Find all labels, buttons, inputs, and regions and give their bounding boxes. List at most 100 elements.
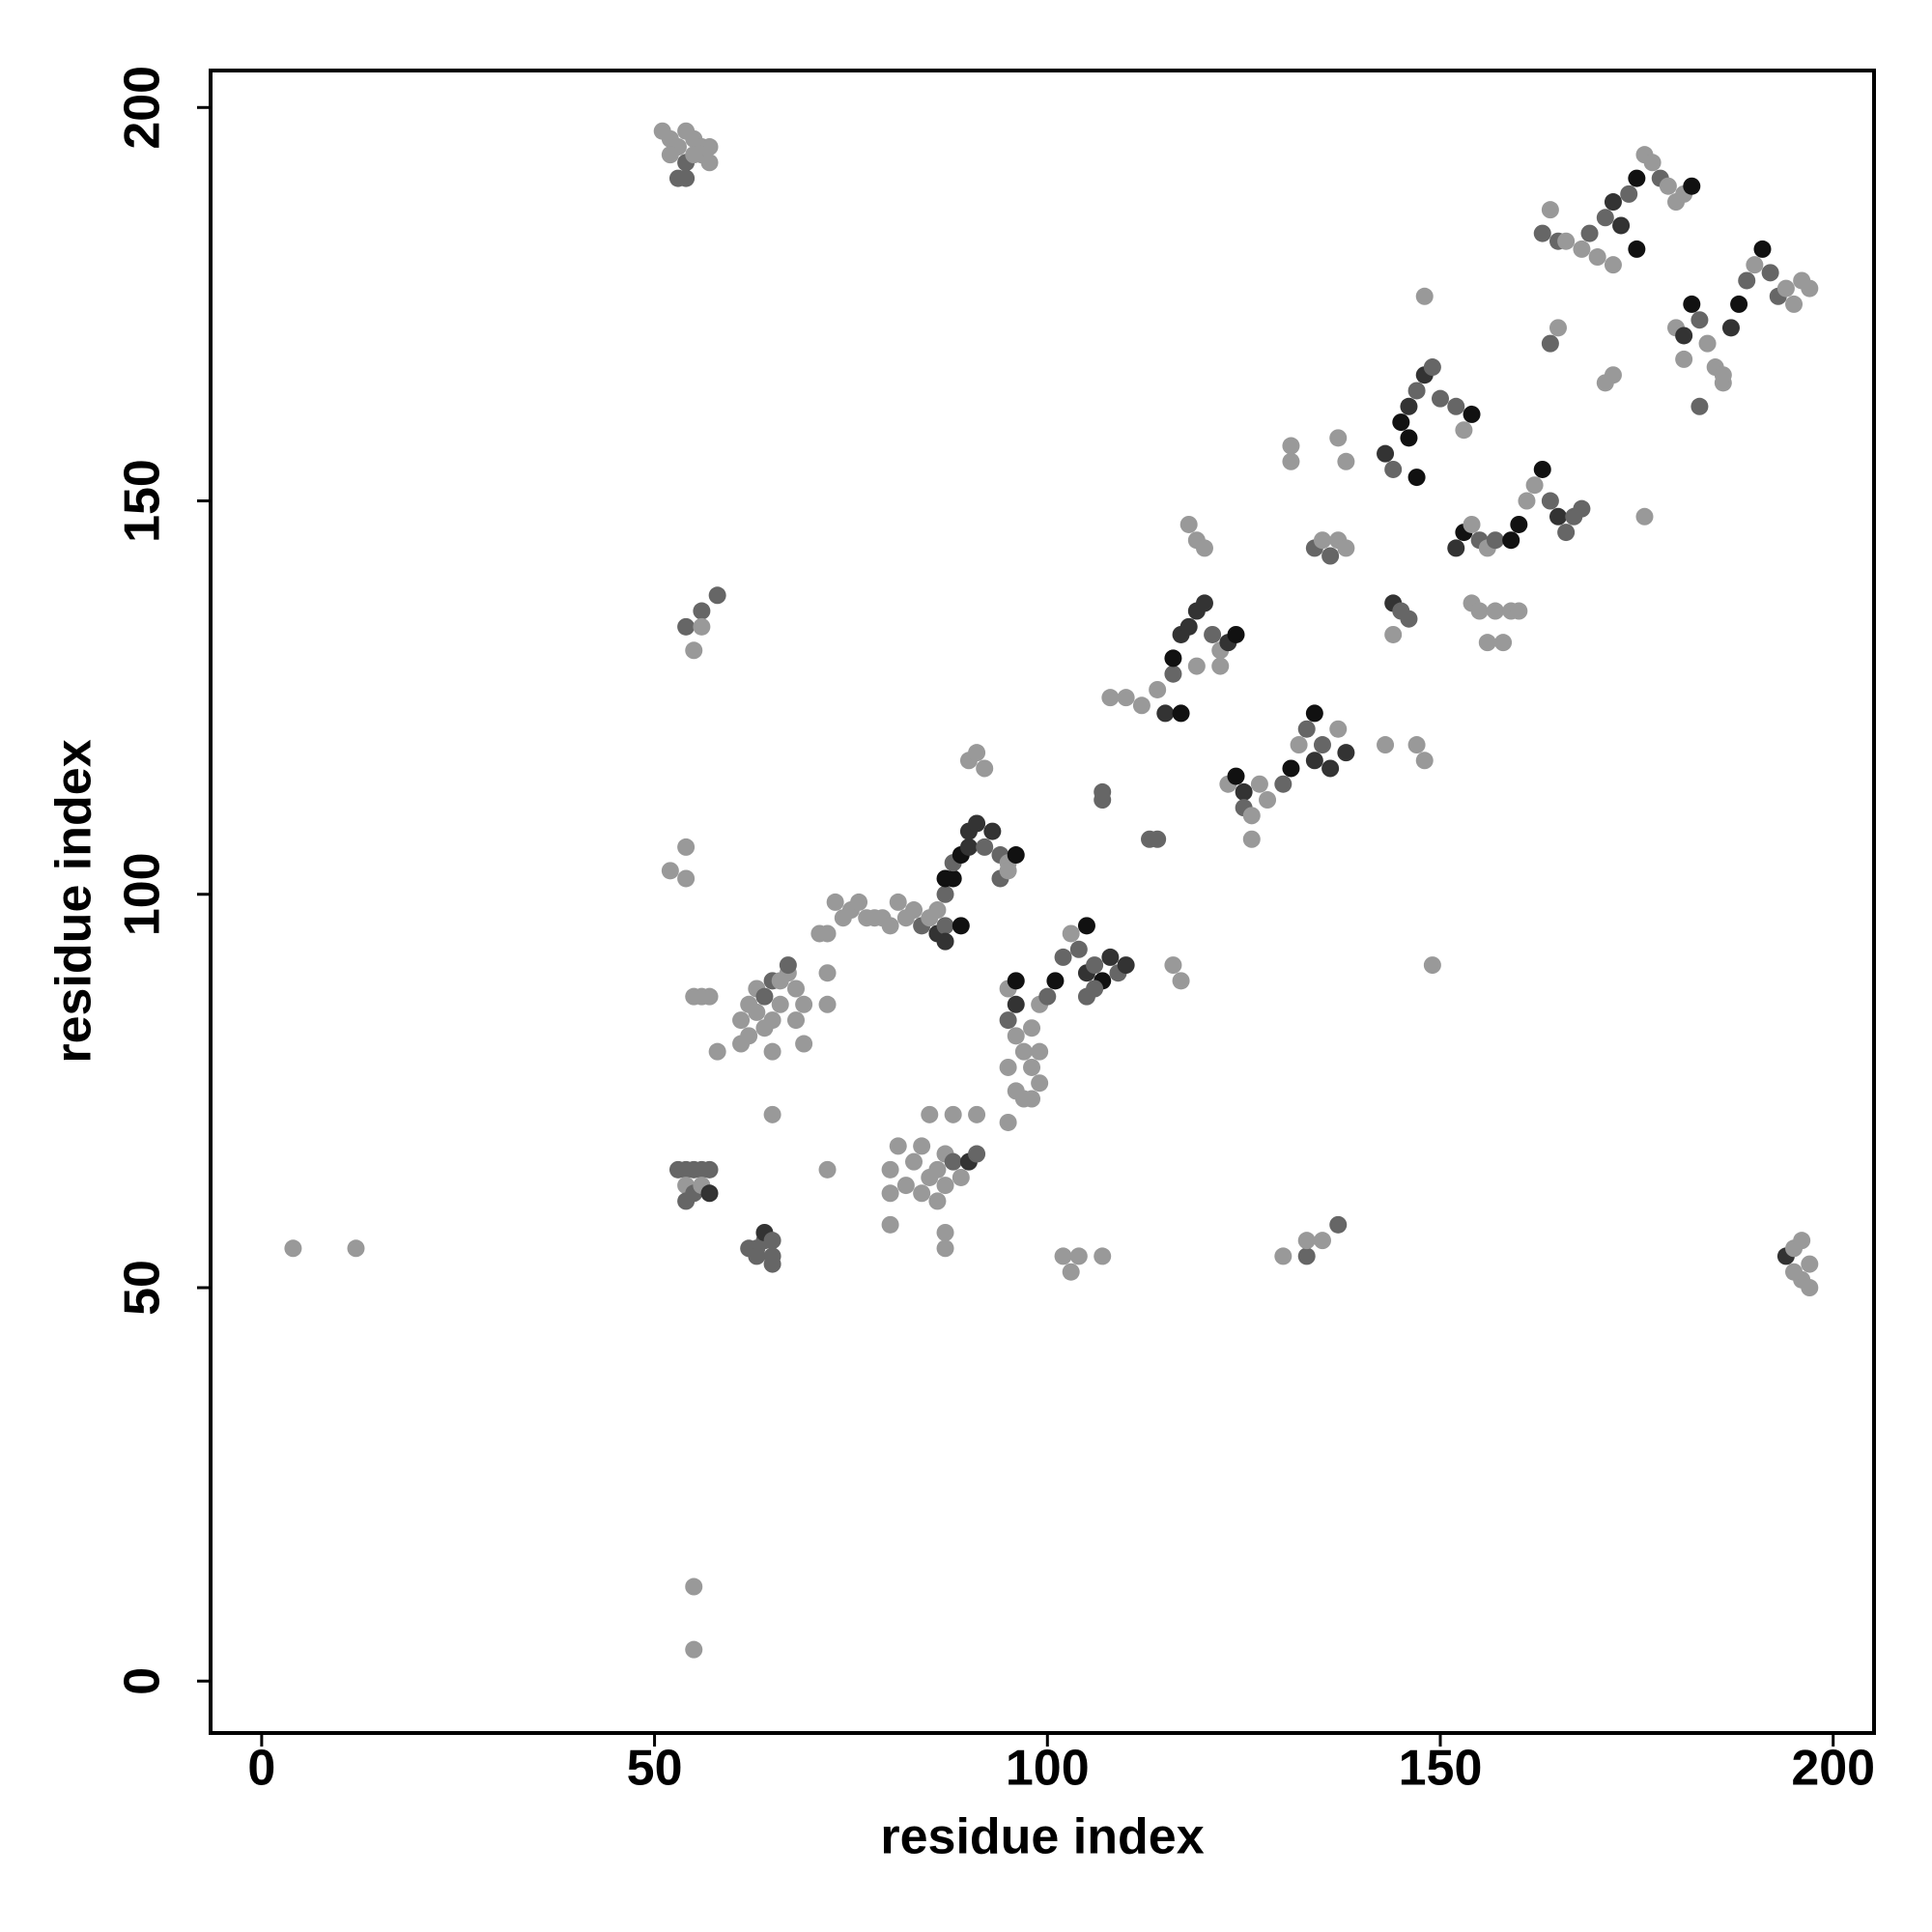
- point: [968, 1145, 986, 1163]
- point: [1179, 617, 1198, 636]
- point: [685, 146, 703, 164]
- point: [677, 838, 696, 856]
- point: [1242, 807, 1261, 825]
- point: [748, 1247, 766, 1265]
- point: [1204, 625, 1222, 643]
- y-axis-title: residue index: [46, 739, 102, 1063]
- point: [928, 901, 947, 920]
- point: [1023, 1019, 1041, 1037]
- point: [693, 602, 711, 620]
- point: [1785, 295, 1804, 313]
- point: [999, 1011, 1017, 1030]
- point: [1431, 389, 1449, 408]
- point: [661, 862, 679, 880]
- point: [1549, 507, 1568, 526]
- point: [881, 1160, 899, 1179]
- point: [944, 1152, 962, 1171]
- x-tick-label: 200: [1791, 1741, 1875, 1797]
- x-tick-label: 50: [627, 1741, 683, 1797]
- point: [1486, 602, 1504, 620]
- point: [685, 641, 703, 660]
- point: [1384, 460, 1403, 478]
- point: [1062, 1263, 1080, 1281]
- point: [1321, 759, 1340, 778]
- point: [1179, 515, 1198, 533]
- point: [850, 893, 868, 911]
- point: [693, 617, 711, 636]
- point: [1384, 625, 1403, 643]
- point: [1620, 185, 1638, 203]
- point: [1643, 154, 1662, 172]
- point: [1400, 429, 1418, 447]
- point: [1785, 1263, 1804, 1281]
- point: [818, 924, 837, 943]
- point: [921, 1105, 939, 1123]
- point: [685, 1577, 703, 1596]
- point: [1628, 240, 1646, 258]
- point: [1132, 696, 1151, 715]
- point: [1596, 209, 1614, 227]
- point: [1407, 736, 1426, 754]
- point: [1793, 1232, 1811, 1250]
- point: [677, 617, 696, 636]
- point: [1415, 752, 1434, 770]
- point: [661, 146, 679, 164]
- point: [1313, 1232, 1331, 1250]
- point: [1738, 271, 1756, 290]
- point: [999, 1058, 1017, 1076]
- point: [1321, 547, 1340, 565]
- point: [1588, 248, 1606, 267]
- point: [1573, 499, 1591, 518]
- point: [1698, 334, 1717, 353]
- point: [1541, 492, 1559, 510]
- point: [1604, 366, 1622, 384]
- point: [1455, 421, 1473, 440]
- point: [1573, 240, 1591, 258]
- point: [1274, 775, 1293, 793]
- point: [786, 1011, 805, 1030]
- point: [1337, 744, 1355, 762]
- point: [881, 1184, 899, 1203]
- point: [1604, 193, 1622, 212]
- point: [1761, 264, 1779, 282]
- point: [1557, 232, 1576, 250]
- point: [889, 1137, 907, 1155]
- point: [936, 917, 954, 935]
- point: [905, 901, 923, 920]
- point: [936, 1239, 954, 1258]
- point: [1211, 657, 1230, 675]
- point: [1069, 940, 1088, 958]
- point: [708, 586, 726, 605]
- point: [1038, 987, 1057, 1006]
- point: [1533, 460, 1551, 478]
- point: [1447, 539, 1465, 557]
- point: [700, 1184, 719, 1203]
- point: [1525, 476, 1544, 495]
- point: [952, 917, 970, 935]
- point: [1031, 1074, 1049, 1093]
- point: [763, 1011, 781, 1030]
- point: [1077, 917, 1095, 935]
- point: [1227, 767, 1245, 785]
- point: [1683, 177, 1701, 195]
- point: [1282, 759, 1300, 778]
- point: [1069, 1247, 1088, 1265]
- x-tick-label: 150: [1399, 1741, 1483, 1797]
- point: [1470, 602, 1489, 620]
- point: [1305, 752, 1323, 770]
- point: [1635, 507, 1654, 526]
- point: [1714, 366, 1732, 384]
- point: [795, 1035, 813, 1053]
- point: [936, 1177, 954, 1195]
- point: [944, 1105, 962, 1123]
- x-tick-label: 100: [1006, 1741, 1090, 1797]
- point: [1392, 413, 1410, 432]
- point: [1329, 720, 1348, 738]
- point: [976, 759, 994, 778]
- point: [1014, 1042, 1033, 1061]
- point: [1510, 515, 1528, 533]
- point: [936, 869, 954, 888]
- point: [1407, 469, 1426, 487]
- point: [1297, 720, 1316, 738]
- point: [1290, 736, 1308, 754]
